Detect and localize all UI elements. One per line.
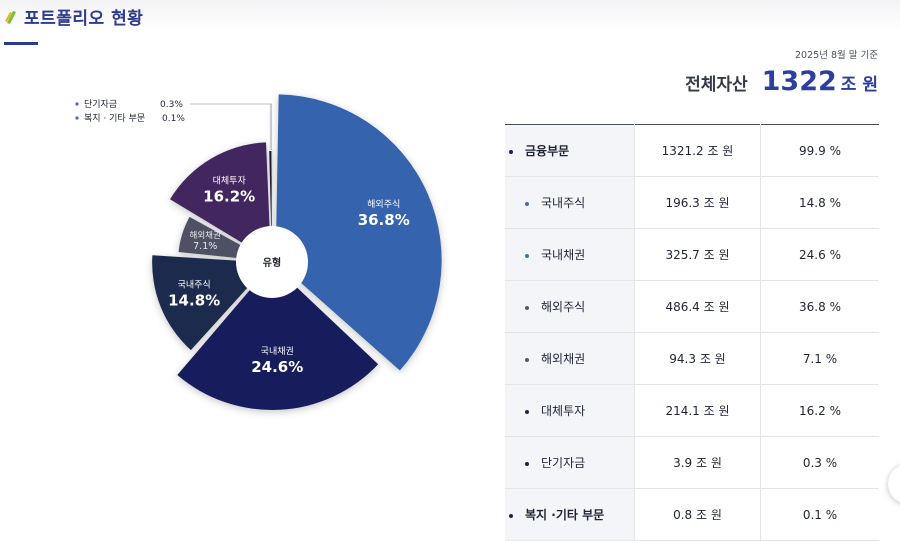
table-row: 국내채권 325.7 조 원 24.6 % [505, 228, 879, 281]
table-row: 해외주식 486.4 조 원 36.8 % [505, 280, 879, 333]
asset-name-cell: 국내주식 [505, 176, 635, 229]
page-title: 포트폴리오 현황 [24, 9, 144, 29]
asset-percent: 24.6 % [760, 228, 879, 281]
asset-amount: 196.3 조 원 [634, 176, 761, 229]
outside-label-value: 0.1% [162, 114, 185, 124]
outside-label-name: 단기자금 [84, 99, 117, 110]
slice-label: 해외주식 [367, 198, 400, 210]
asset-name: 복지 ·기타 부문 [525, 508, 605, 522]
total-assets: 전체자산 1322 조 원 [685, 66, 878, 97]
asset-percent: 0.1 % [760, 488, 879, 541]
slice-value-label: 24.6% [251, 358, 303, 376]
asset-amount: 0.8 조 원 [634, 488, 761, 541]
row-bullet [525, 409, 529, 414]
table-row: 금융부문 1321.2 조 원 99.9 % [505, 124, 879, 177]
row-bullet [525, 357, 529, 362]
asset-amount: 1321.2 조 원 [634, 124, 761, 177]
asset-name: 해외주식 [541, 300, 586, 314]
asset-name: 금융부문 [525, 144, 570, 158]
slice-label: 국내주식 [178, 280, 211, 291]
asset-name: 국내채권 [541, 248, 586, 262]
row-bullet [509, 513, 513, 518]
chart-center-label: 유형 [263, 256, 281, 269]
row-bullet [509, 149, 513, 154]
outside-label-name: 복지 · 기타 부문 [84, 113, 145, 124]
pie-slice[interactable] [177, 263, 379, 410]
pie-slice[interactable] [169, 142, 271, 261]
asset-name: 대체투자 [541, 404, 586, 418]
table-row: 대체투자 214.1 조 원 16.2 % [505, 384, 879, 437]
asset-amount: 214.1 조 원 [634, 384, 761, 437]
asset-percent: 99.9 % [760, 124, 879, 177]
asset-percent: 0.3 % [760, 436, 879, 489]
asset-percent: 14.8 % [760, 176, 879, 229]
asset-table: 금융부문 1321.2 조 원 99.9 % 국내주식 196.3 조 원 14… [505, 124, 879, 541]
row-bullet [525, 253, 529, 258]
asset-name-cell: 금융부문 [505, 124, 635, 177]
total-assets-unit: 조 원 [840, 75, 878, 95]
asset-name: 해외채권 [541, 352, 586, 366]
table-row: 해외채권 94.3 조 원 7.1 % [505, 332, 879, 385]
row-bullet [525, 305, 529, 310]
top-bar [0, 0, 900, 32]
slice-label: 해외채권 [190, 230, 221, 241]
floating-scroll-button[interactable] [888, 464, 900, 504]
slice-label: 대체투자 [213, 176, 247, 187]
table-row: 국내주식 196.3 조 원 14.8 % [505, 176, 879, 229]
legend-bullet [75, 116, 79, 120]
table-row: 복지 ·기타 부문 0.8 조 원 0.1 % [505, 488, 879, 541]
title-area: 포트폴리오 현황 [4, 4, 143, 29]
row-bullet [525, 461, 529, 466]
chart-center-hole [236, 226, 308, 298]
asset-name-cell: 대체투자 [505, 384, 635, 437]
slice-value-label: 14.8% [168, 292, 220, 310]
asset-name: 국내주식 [541, 196, 586, 210]
slice-value-label: 16.2% [203, 188, 255, 206]
asset-name: 단기자금 [541, 456, 586, 470]
total-assets-value: 1322 [761, 66, 837, 97]
slice-label: 국내채권 [261, 345, 294, 357]
outside-label-value: 0.3% [160, 100, 183, 110]
asset-name-cell: 단기자금 [505, 436, 635, 489]
row-bullet [525, 201, 529, 206]
slice-value-label: 36.8% [358, 211, 410, 229]
title-underline [4, 42, 38, 45]
asset-amount: 94.3 조 원 [634, 332, 761, 385]
pie-slice[interactable] [275, 94, 442, 371]
asset-percent: 36.8 % [760, 280, 879, 333]
basis-date: 2025년 8월 말 기준 [795, 50, 878, 61]
asset-name-cell: 국내채권 [505, 228, 635, 281]
slice-value-label: 7.1% [193, 241, 217, 252]
asset-percent: 7.1 % [760, 332, 879, 385]
asset-amount: 325.7 조 원 [634, 228, 761, 281]
asset-name-cell: 해외채권 [505, 332, 635, 385]
leaf-logo-icon [5, 10, 16, 24]
asset-amount: 486.4 조 원 [634, 280, 761, 333]
leader-line [190, 103, 273, 151]
total-assets-label: 전체자산 [685, 75, 748, 95]
table-row: 단기자금 3.9 조 원 0.3 % [505, 436, 879, 489]
asset-amount: 3.9 조 원 [634, 436, 761, 489]
asset-name-cell: 해외주식 [505, 280, 635, 333]
asset-percent: 16.2 % [760, 384, 879, 437]
asset-name-cell: 복지 ·기타 부문 [505, 488, 635, 541]
legend-bullet [75, 102, 79, 106]
